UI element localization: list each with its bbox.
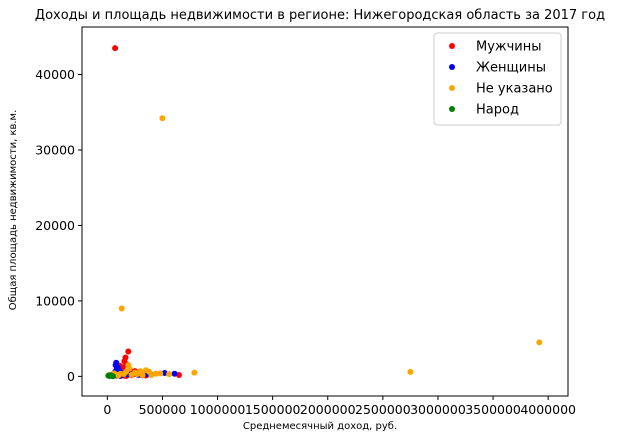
points-layer (105, 45, 543, 380)
x-tick-label: 2000000 (300, 402, 356, 417)
data-point-series-2-4 (191, 369, 198, 376)
x-tick-label: 2500000 (355, 402, 411, 417)
x-tick-label: 3500000 (465, 402, 521, 417)
x-tick-label: 500000 (139, 402, 187, 417)
plot-frame (81, 26, 569, 397)
data-point-series-2-0 (159, 115, 166, 122)
data-point-series-2-1 (118, 305, 125, 312)
data-point-series-2-24 (166, 371, 173, 378)
data-point-series-2-21 (128, 371, 135, 378)
legend-marker-0 (449, 43, 455, 49)
legend-label-1: Женщины (476, 61, 546, 76)
data-point-series-2-22 (123, 368, 130, 375)
data-point-series-1-22 (113, 365, 120, 372)
data-point-series-2-23 (117, 370, 124, 377)
x-tick-label: 1500000 (245, 402, 301, 417)
data-point-series-2-2 (536, 339, 543, 346)
legend-marker-3 (449, 106, 455, 112)
data-point-series-1-11 (171, 370, 178, 377)
x-tick-label: 0 (103, 402, 111, 417)
x-tick-label: 1000000 (190, 402, 246, 417)
x-axis-label: Среднемесячный доход, руб. (243, 421, 397, 432)
data-point-series-2-18 (139, 372, 146, 379)
legend: Мужчины Женщины Не указано Народ (433, 32, 562, 126)
y-axis-ticks: 0 10000 20000 30000 40000 (35, 67, 82, 384)
y-tick-label: 30000 (35, 143, 75, 158)
data-point-series-2-20 (152, 370, 159, 377)
legend-label-0: Мужчины (476, 40, 542, 55)
legend-box (433, 32, 562, 126)
x-tick-label: 3000000 (410, 402, 466, 417)
legend-label-3: Народ (476, 103, 519, 118)
y-tick-label: 40000 (35, 67, 75, 82)
chart-title: Доходы и площадь недвижимости в регионе:… (35, 8, 605, 23)
legend-marker-1 (449, 64, 455, 70)
data-point-series-2-17 (134, 371, 141, 378)
x-tick-label: 4000000 (520, 402, 576, 417)
y-tick-label: 20000 (35, 218, 75, 233)
data-point-series-2-3 (407, 368, 414, 375)
legend-label-2: Не указано (476, 82, 553, 97)
data-point-series-3-4 (109, 373, 116, 380)
y-tick-label: 10000 (35, 293, 75, 308)
data-point-series-2-7 (157, 370, 164, 377)
legend-marker-2 (449, 85, 455, 91)
data-point-series-0-3 (125, 348, 132, 355)
x-axis-ticks: 0 500000 1000000 1500000 2000000 2500000 30000… (103, 396, 576, 417)
y-axis-label: Общая площадь недвижимости, кв.м. (8, 110, 19, 311)
y-tick-label: 0 (67, 369, 75, 384)
data-point-series-0-0 (112, 45, 119, 52)
data-point-series-2-19 (146, 368, 153, 375)
data-point-series-0-2 (122, 354, 129, 361)
